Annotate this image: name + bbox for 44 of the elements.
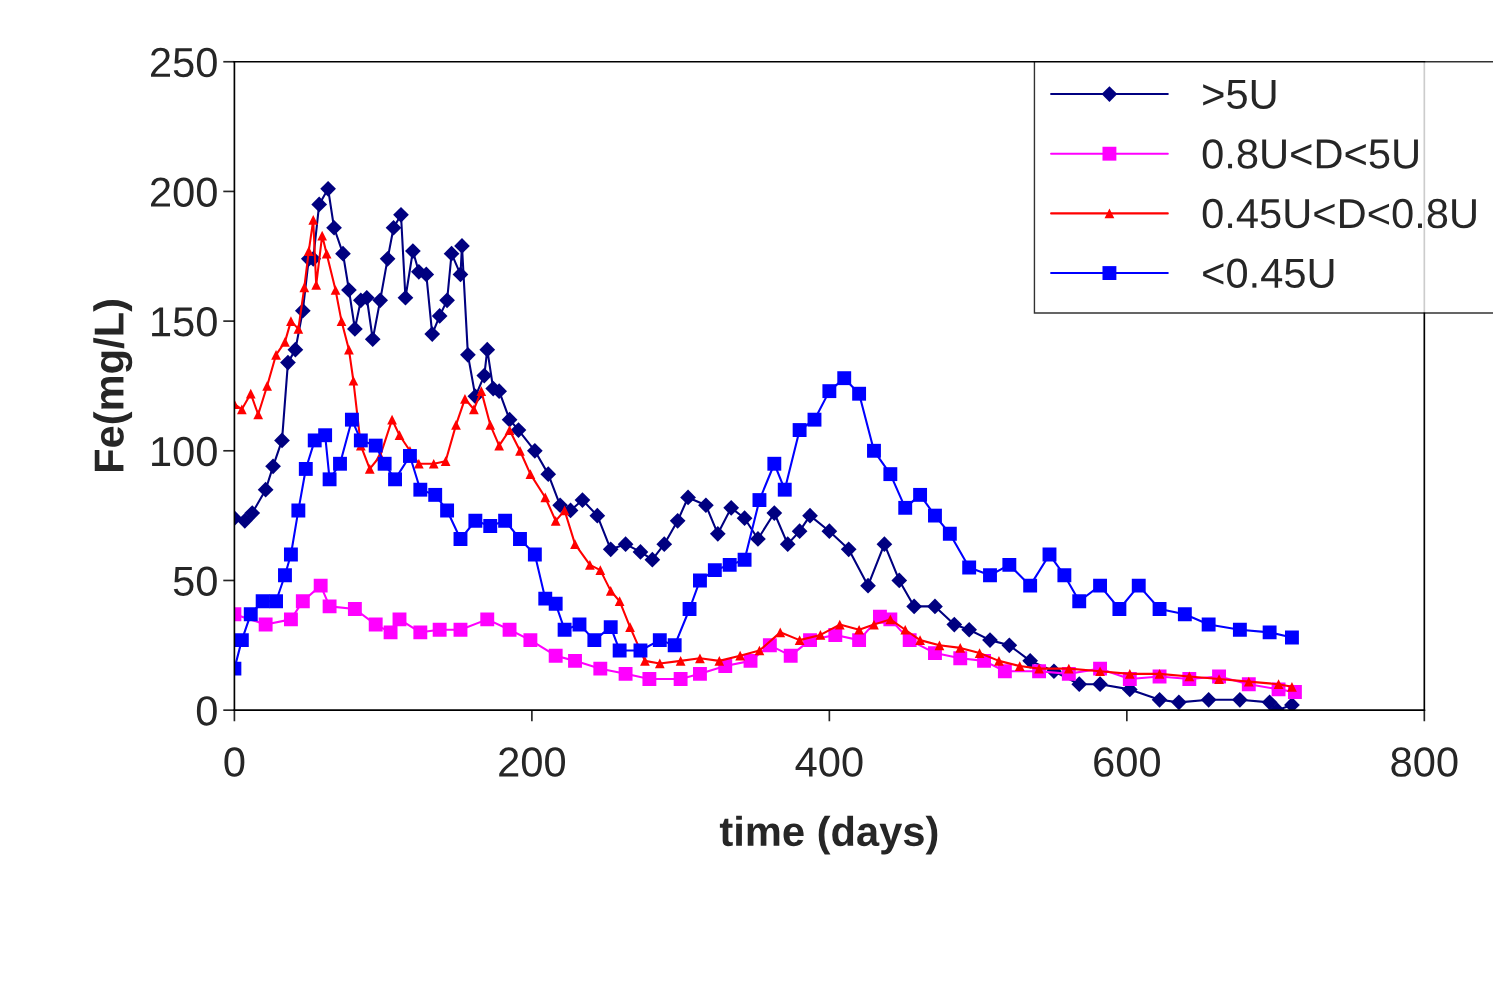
point	[523, 633, 538, 648]
point	[502, 622, 517, 637]
point	[783, 648, 798, 663]
point	[392, 612, 407, 627]
point	[453, 622, 468, 637]
point	[283, 612, 298, 627]
x-tick-label: 800	[1391, 747, 1458, 777]
point	[693, 666, 707, 681]
point	[548, 648, 563, 663]
point	[642, 672, 657, 686]
x-tick-label: 0	[224, 747, 245, 777]
y-tick-label: 0	[196, 696, 217, 726]
point	[743, 653, 758, 668]
legend-label: <0.45U	[1203, 258, 1334, 289]
y-tick-label: 150	[152, 307, 217, 337]
legend-label: 0.8U<D<5U	[1202, 139, 1418, 169]
point	[322, 599, 337, 614]
point	[593, 661, 608, 676]
y-tick-label: 250	[151, 47, 217, 78]
point	[383, 625, 398, 640]
x-axis-title: time (days)	[719, 815, 938, 855]
point	[258, 617, 273, 632]
point	[413, 625, 428, 640]
point	[852, 633, 867, 648]
y-tick-label: 200	[151, 177, 217, 207]
point	[313, 578, 328, 593]
x-tick-label: 400	[795, 747, 863, 777]
point	[347, 602, 362, 616]
point	[480, 612, 495, 627]
point	[568, 653, 582, 668]
point	[432, 622, 447, 637]
point	[295, 594, 310, 609]
point	[618, 666, 633, 681]
x-tick-label: 200	[499, 747, 566, 777]
y-tick-label: 100	[152, 436, 217, 467]
point	[368, 617, 383, 632]
point	[997, 664, 1012, 679]
point	[673, 672, 688, 686]
y-axis-title: Fe(mg/L)	[93, 300, 133, 472]
legend-label: >5U	[1203, 79, 1276, 110]
legend-label: 0.45U<D<0.8U	[1202, 198, 1476, 229]
y-tick-label: 50	[173, 566, 217, 596]
x-tick-label: 600	[1094, 747, 1160, 777]
point	[953, 651, 968, 666]
